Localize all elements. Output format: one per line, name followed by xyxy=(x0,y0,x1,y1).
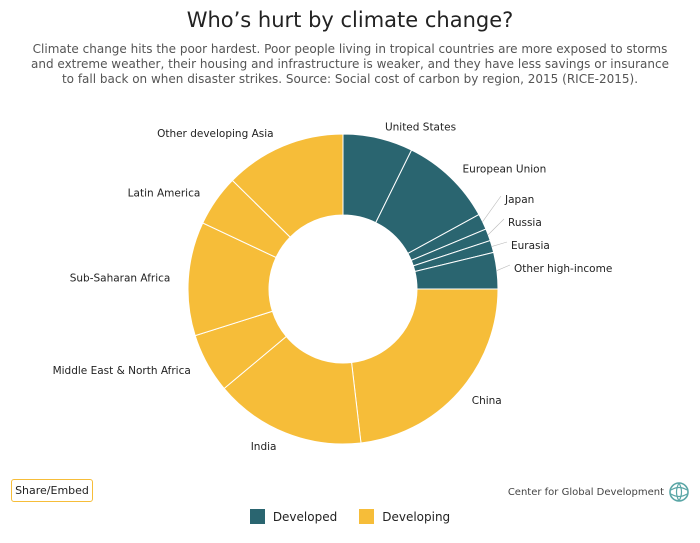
chart-subtitle: Climate change hits the poor hardest. Po… xyxy=(31,42,669,86)
legend-swatch-developing xyxy=(359,509,375,524)
slice-label-middle-east-and-north-africa: Middle East & North Africa xyxy=(53,365,191,377)
leader-japan xyxy=(482,195,502,222)
slice-label-latin-america: Latin America xyxy=(128,187,201,199)
slice-label-japan: Japan xyxy=(504,194,534,206)
slice-label-russia: Russia xyxy=(508,217,542,229)
slice-label-sub-saharan-africa: Sub-Saharan Africa xyxy=(70,273,171,285)
share-embed-button[interactable]: Share/Embed xyxy=(11,479,93,502)
slice-label-united-states: United States xyxy=(385,121,456,133)
slice-label-eurasia: Eurasia xyxy=(511,240,550,252)
credit-label: Center for Global Development xyxy=(507,486,664,498)
slice-label-india: India xyxy=(251,441,277,453)
slice-label-european-union: European Union xyxy=(463,163,547,175)
leader-eurasia xyxy=(491,241,508,247)
chart-title: Who’s hurt by climate change? xyxy=(186,8,514,32)
slice-label-other-developing-asia: Other developing Asia xyxy=(157,128,274,140)
slice-labels: United States European Union Japan Russia Eu… xyxy=(53,121,613,453)
slice-china[interactable] xyxy=(351,288,499,444)
globe-logo-icon xyxy=(669,482,689,502)
legend-label-developed: Developed xyxy=(272,509,338,524)
slice-label-china: China xyxy=(472,395,502,407)
legend: Developed Developing xyxy=(0,509,700,524)
slice-other-developing-asia[interactable] xyxy=(231,133,344,238)
leader-russia xyxy=(487,218,505,235)
legend-label-developing: Developing xyxy=(382,509,451,524)
legend-item-developed[interactable]: Developed xyxy=(249,509,338,524)
slice-label-other-high-income: Other high-income xyxy=(514,263,612,275)
legend-item-developing[interactable]: Developing xyxy=(359,509,450,524)
label-leaders xyxy=(482,195,511,271)
leader-other-high-income xyxy=(496,264,511,271)
legend-swatch-developed xyxy=(249,509,265,524)
credit-link[interactable]: Center for Global Development xyxy=(508,481,690,503)
donut-slices xyxy=(187,133,499,445)
